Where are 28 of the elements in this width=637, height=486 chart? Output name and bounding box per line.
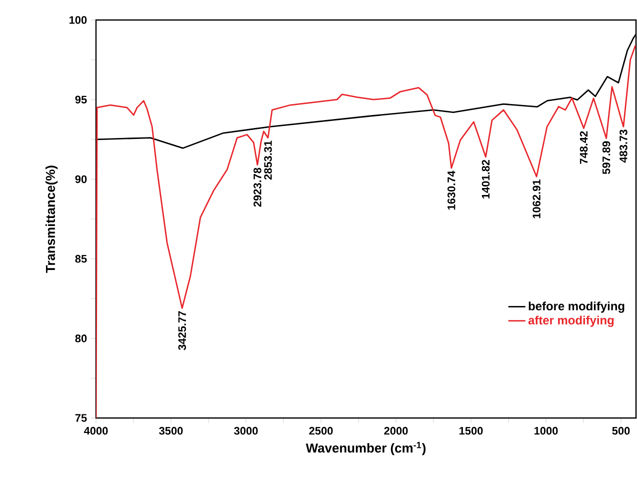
x-tick-label: 1500 [459, 426, 483, 435]
annotation: 2853.31 [264, 140, 272, 180]
x-tick-label: 4000 [84, 426, 108, 435]
annotation: 483.73 [620, 130, 628, 163]
x-tick-label: 1000 [534, 426, 558, 435]
x-axis-title: Wavenumber (cm$^{-1}$) [306, 442, 426, 456]
y-tick-label: 80 [75, 334, 87, 342]
annotation: 1630.74 [448, 170, 456, 210]
annotation: 3425.77 [178, 311, 186, 350]
x-tick-label: 3500 [159, 426, 183, 435]
x-tick-label: 500 [612, 426, 630, 435]
line-series [96, 44, 636, 418]
x-tick-label: 2000 [384, 426, 408, 435]
annotation: 1062.91 [532, 180, 540, 218]
annotation: 2923.78 [254, 168, 262, 207]
x-tick-label: 3000 [234, 426, 258, 435]
annotation: 748.42 [580, 131, 588, 164]
legend-label: before modifying [528, 302, 624, 313]
y-tick-label: 90 [75, 175, 87, 184]
annotation: 597.89 [602, 141, 610, 174]
y-tick-label: 75 [75, 414, 87, 422]
annotation: 1401.82 [482, 160, 490, 198]
y-axis-title: Transmittance(%) [46, 166, 58, 273]
y-tick-label: 85 [75, 254, 87, 263]
y-tick-label: 100 [69, 16, 87, 24]
x-tick-label: 2500 [309, 426, 333, 435]
y-tick-label: 95 [75, 96, 87, 104]
legend-label: after modifying [528, 316, 614, 327]
